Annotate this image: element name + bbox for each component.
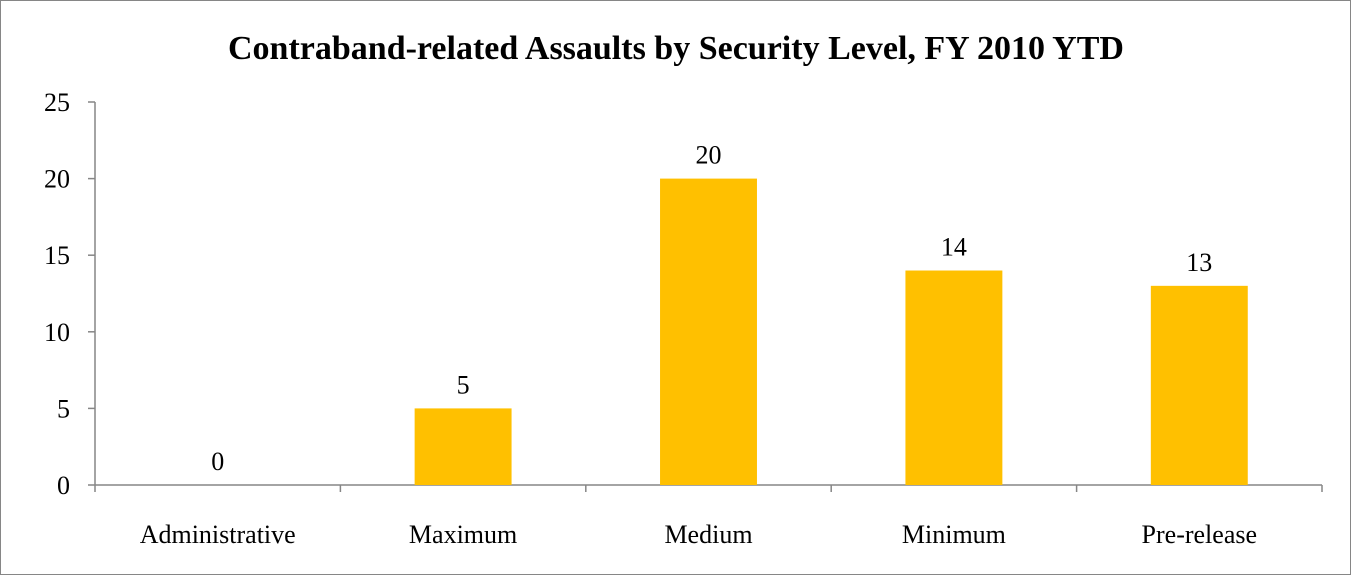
data-labels: 0 5 20 14 13: [211, 141, 1212, 476]
y-tick-label: 20: [44, 165, 70, 194]
data-label: 20: [696, 141, 722, 170]
y-tick-label: 15: [44, 241, 70, 270]
x-category-label: Administrative: [140, 520, 296, 549]
bar: [660, 178, 757, 485]
y-axis: 0 5 10 15 20 25: [44, 88, 96, 500]
x-category-label: Maximum: [409, 520, 517, 549]
y-tick-label: 25: [44, 88, 70, 117]
y-tick-label: 10: [44, 318, 70, 347]
bar: [1150, 285, 1248, 485]
bar: [414, 408, 512, 485]
data-label: 0: [211, 447, 224, 476]
data-label: 5: [457, 370, 470, 399]
data-label: 14: [941, 233, 967, 262]
x-axis: Administrative Maximum Medium Minimum Pre-re…: [94, 484, 1323, 549]
bar: [905, 270, 1003, 485]
y-tick-label: 0: [57, 471, 70, 500]
bars: [414, 178, 1248, 485]
x-category-label: Minimum: [902, 520, 1006, 549]
x-category-label: Medium: [664, 520, 752, 549]
x-category-label: Pre-release: [1142, 520, 1257, 549]
chart-title: Contraband-related Assaults by Security …: [228, 30, 1124, 67]
data-label: 13: [1186, 248, 1212, 277]
y-tick-label: 5: [57, 394, 70, 423]
